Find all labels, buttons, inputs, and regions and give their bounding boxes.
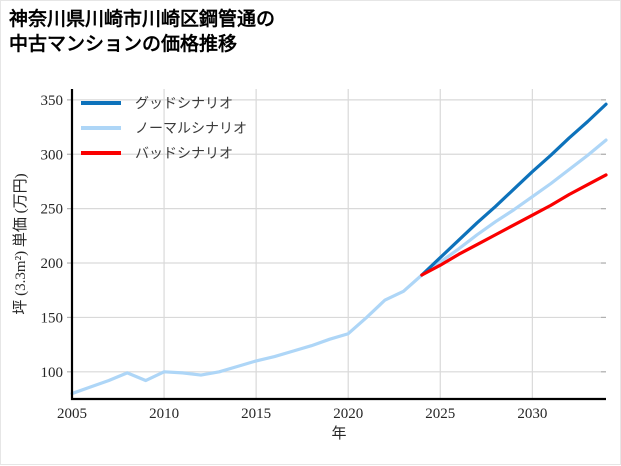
x-tick-label: 2030 — [517, 406, 547, 422]
legend-label: バッドシナリオ — [135, 145, 233, 161]
data-series — [70, 102, 608, 396]
x-tick-label: 2025 — [425, 406, 455, 422]
axis-spine — [70, 89, 606, 401]
x-axis-title: 年 — [331, 425, 346, 442]
y-tick-labels: 100 150 200 250 300 350 — [41, 93, 64, 381]
axis-lines — [70, 89, 606, 401]
y-tick-label: 300 — [41, 147, 64, 163]
tickmarks — [67, 99, 606, 373]
series-line — [70, 138, 608, 396]
chart-title: 神奈川県川崎市川崎区鋼管通の 中古マンションの価格推移 — [9, 7, 609, 57]
x-tick-label: 2010 — [149, 406, 179, 422]
x-tick-label: 2020 — [333, 406, 363, 422]
y-axis-title: 坪 (3.3m²) 単価 (万円) — [12, 173, 29, 314]
chart-title-line-1: 神奈川県川崎市川崎区鋼管通の — [9, 9, 276, 30]
y-tick-label: 150 — [41, 310, 64, 326]
y-tick-label: 200 — [41, 256, 64, 272]
y-tick-label: 250 — [41, 202, 64, 218]
x-tick-labels: 2005 2010 2015 2020 2025 2030 — [57, 406, 547, 422]
series-line — [420, 102, 608, 277]
legend-label: グッドシナリオ — [135, 95, 233, 111]
series-line — [420, 173, 608, 277]
chart-title-line-2: 中古マンションの価格推移 — [9, 34, 238, 55]
y-tick-label: 100 — [41, 365, 64, 381]
x-tick-label: 2015 — [241, 406, 271, 422]
x-tick-label: 2005 — [57, 406, 87, 422]
y-tick-label: 350 — [41, 93, 64, 109]
legend-label: ノーマルシナリオ — [135, 120, 247, 136]
